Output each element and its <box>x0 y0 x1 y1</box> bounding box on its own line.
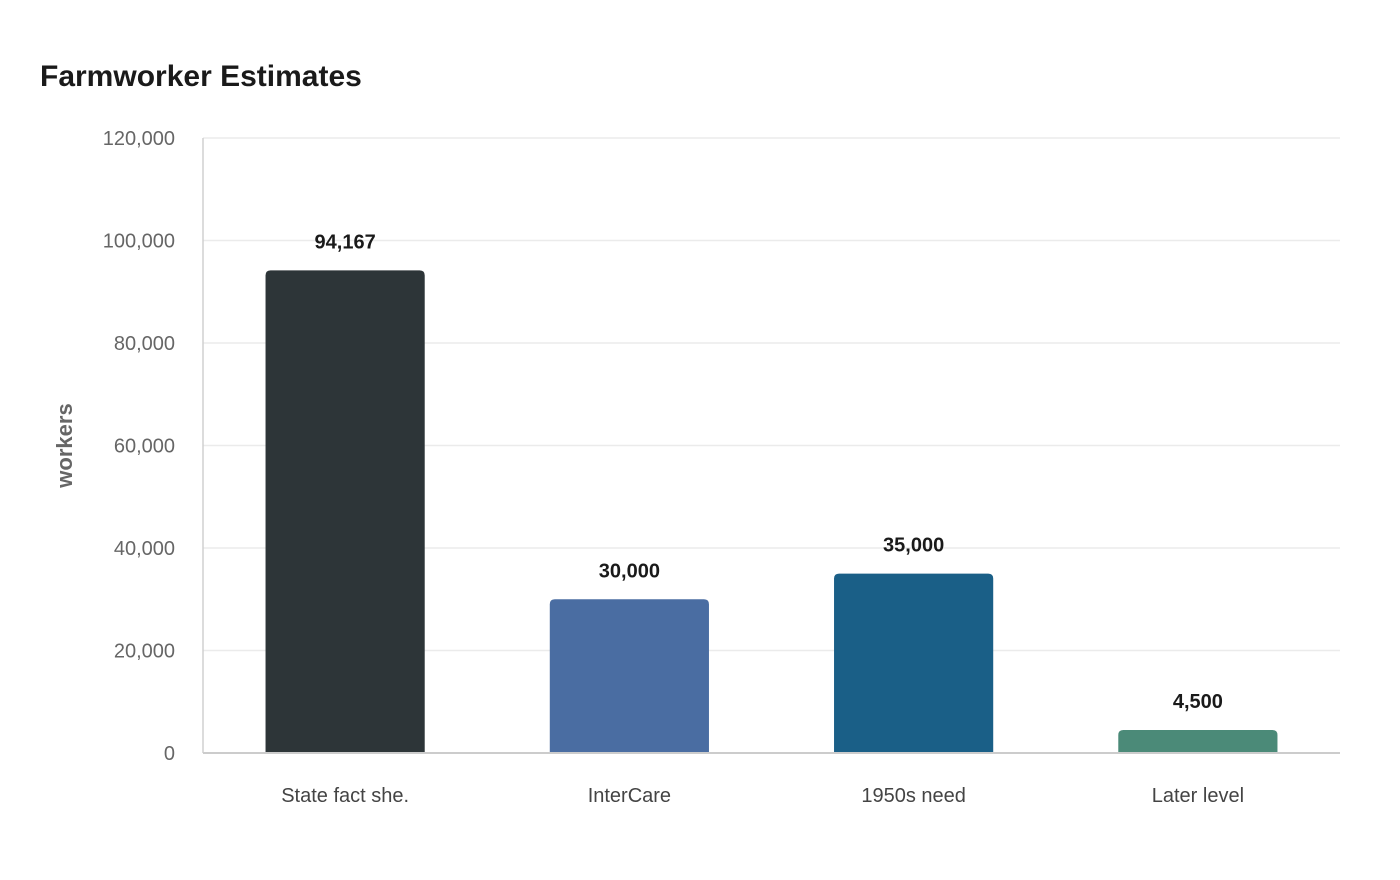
y-tick-label: 40,000 <box>114 538 175 560</box>
bar-value-label: 94,167 <box>315 231 376 253</box>
value-labels: 94,167 30,000 35,000 4,500 <box>315 231 1223 713</box>
x-category-label: State fact she. <box>281 785 409 807</box>
x-category-label: InterCare <box>588 785 671 807</box>
y-tick-label: 60,000 <box>114 436 175 458</box>
bar-value-label: 35,000 <box>883 535 944 557</box>
y-axis-ticks: 0 20,000 40,000 60,000 80,000 100,000 120,000 <box>103 128 175 765</box>
bar <box>265 270 425 753</box>
y-tick-label: 80,000 <box>114 333 175 355</box>
y-tick-label: 120,000 <box>103 128 175 150</box>
y-tick-label: 0 <box>164 743 175 765</box>
bars <box>265 270 1278 753</box>
bar <box>834 573 994 753</box>
bar-value-label: 30,000 <box>599 560 660 582</box>
x-category-label: Later level <box>1152 785 1244 807</box>
x-category-label: 1950s need <box>861 785 966 807</box>
bar <box>549 599 709 753</box>
y-axis-title: workers <box>52 403 77 488</box>
y-tick-label: 20,000 <box>114 641 175 663</box>
x-axis-categories: State fact she. InterCare 1950s need Later … <box>281 785 1244 807</box>
y-tick-label: 100,000 <box>103 231 175 253</box>
chart-title: Farmworker Estimates <box>40 60 362 93</box>
bar-value-label: 4,500 <box>1173 691 1223 713</box>
bar <box>1118 729 1278 753</box>
